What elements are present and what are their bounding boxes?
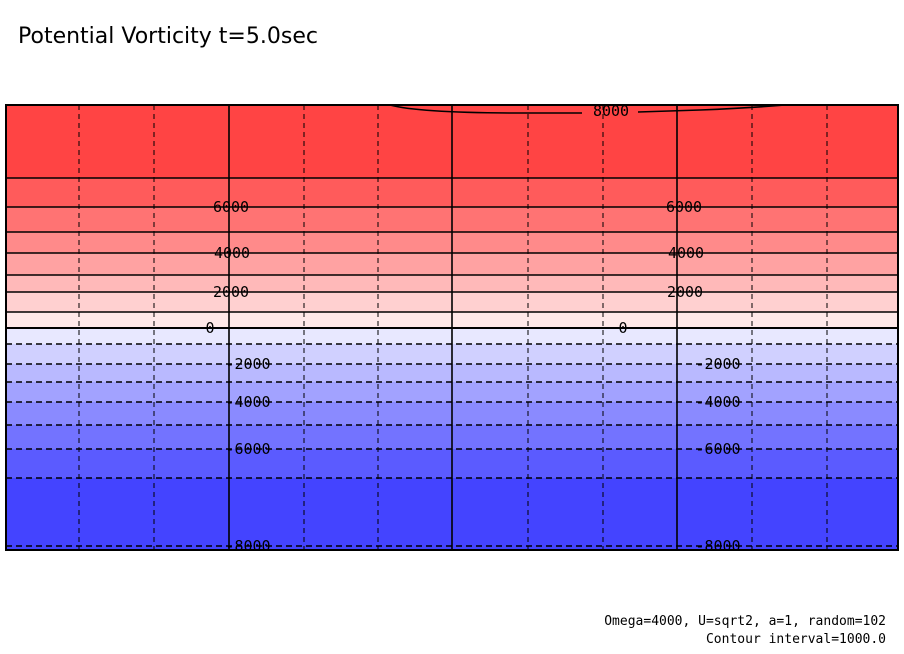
footer-contour-interval: Contour interval=1000.0	[705, 632, 886, 647]
footer-parameters: Omega=4000, U=sqrt2, a=1, random=102	[604, 614, 886, 629]
chart-title: Potential Vorticity t=5.0sec	[18, 24, 318, 49]
contour-label: -4000	[695, 393, 740, 411]
contour-label: 2000	[213, 283, 249, 301]
contour-label: 6000	[666, 198, 702, 216]
contour-label: -6000	[225, 440, 270, 458]
contour-label: -2000	[695, 355, 740, 373]
plot-frame	[5, 104, 899, 551]
contour-lines	[6, 104, 898, 547]
contour-label: -2000	[225, 355, 270, 373]
contour-label: -4000	[225, 393, 270, 411]
contour-label: 6000	[213, 198, 249, 216]
contour-label: -6000	[695, 440, 740, 458]
contour-label: -8000	[695, 537, 740, 555]
contour-label: 4000	[668, 244, 704, 262]
contour-label: 0	[618, 319, 627, 337]
contour-label: 2000	[667, 283, 703, 301]
contour-label: -8000	[225, 537, 270, 555]
contour-label: 4000	[214, 244, 250, 262]
contour-label: 8000	[593, 102, 629, 120]
contour-label: 0	[205, 319, 214, 337]
